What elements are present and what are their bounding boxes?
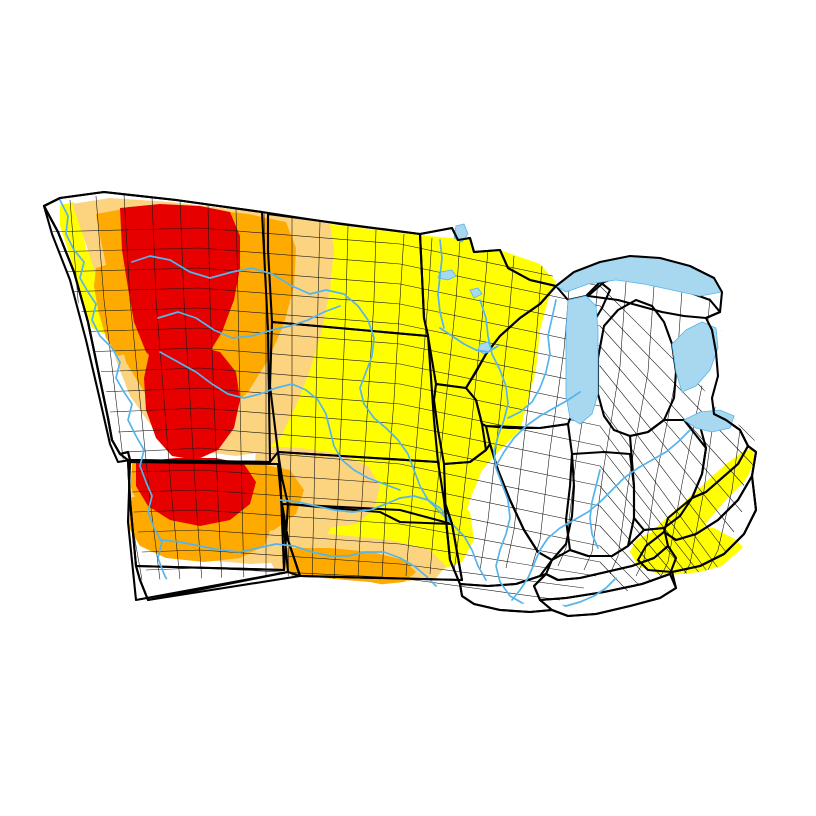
river-columbia-snake [59,199,171,587]
river-arkansas [159,539,437,587]
state-nebraska [276,450,454,526]
region-d0-northern-plains [256,214,556,582]
river-wisconsin [507,299,557,419]
landmass-outline [42,190,758,618]
lake-erie [683,409,735,433]
devils-lake [437,269,457,281]
lake-huron [671,321,719,393]
river-minnesota [439,327,499,353]
river-mississippi-north [479,299,541,609]
river-missouri-lower [159,351,401,491]
lake-michigan [565,295,599,425]
river-illinois [495,391,581,467]
state-michigan-lower [596,298,678,438]
lake-winnibigoshish [469,287,483,299]
river-red-river-north [437,239,445,329]
river-yellowstone [157,305,341,339]
river-platte [279,495,451,521]
river-ohio [511,429,691,601]
river-tennessee [551,577,617,607]
region-d3-montana [120,204,240,374]
river-wabash [589,469,601,549]
river-missouri-upper [131,255,487,581]
region-d3-connect [144,344,240,460]
region-d0-nc-virginia [630,524,748,576]
region-d3-wyoming [136,458,256,526]
state-colorado-box [126,460,290,602]
lakes-layer [437,223,735,433]
rivers-layer [59,199,691,609]
